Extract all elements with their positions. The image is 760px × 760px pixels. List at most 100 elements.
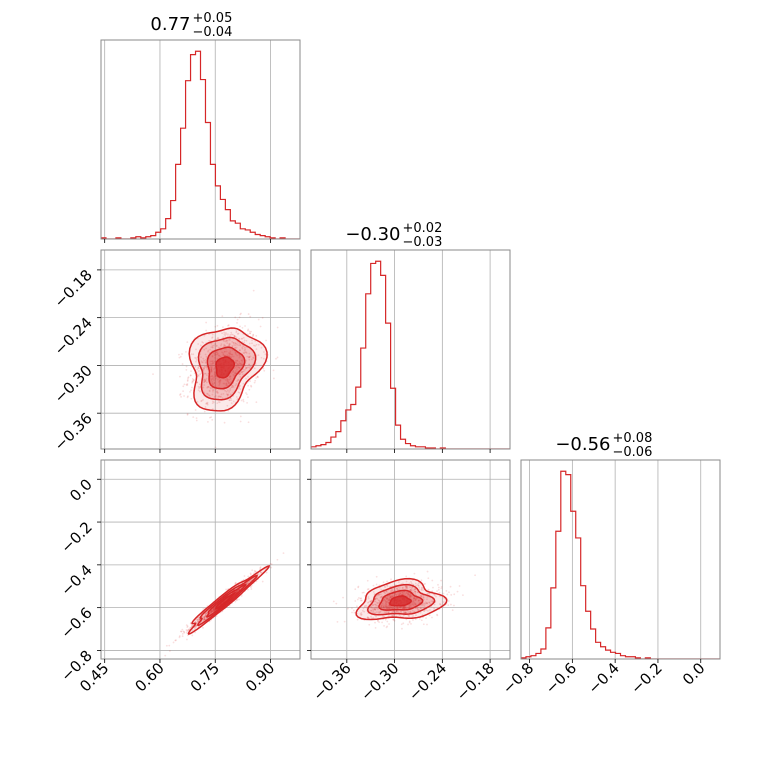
- scatter-point: [229, 393, 232, 396]
- scatter-point: [374, 626, 377, 629]
- scatter-point: [383, 585, 386, 588]
- scatter-point: [197, 366, 200, 369]
- scatter-point: [223, 382, 226, 385]
- scatter-point: [212, 608, 215, 610]
- scatter-point: [180, 395, 182, 398]
- scatter-point: [245, 339, 248, 342]
- y-tick-label: −0.4: [57, 561, 95, 599]
- scatter-point: [418, 599, 420, 602]
- scatter-point: [230, 333, 233, 336]
- scatter-point: [183, 395, 185, 397]
- scatter-point: [213, 608, 216, 610]
- scatter-point: [352, 609, 355, 612]
- scatter-point: [382, 599, 385, 602]
- contour-level-3: [389, 595, 412, 607]
- scatter-point: [275, 357, 277, 360]
- scatter-point: [428, 609, 431, 611]
- scatter-point: [420, 579, 423, 582]
- scatter-point: [204, 372, 207, 375]
- scatter-point: [152, 373, 154, 376]
- scatter-point: [413, 572, 416, 575]
- scatter-point: [210, 369, 213, 372]
- scatter-point: [204, 366, 206, 368]
- scatter-point: [389, 595, 392, 598]
- scatter-point: [213, 352, 215, 355]
- scatter-point: [386, 600, 389, 602]
- scatter-point: [222, 352, 224, 354]
- scatter-point: [234, 366, 237, 368]
- scatter-point: [220, 393, 223, 396]
- scatter-point: [248, 388, 251, 391]
- scatter-point: [239, 362, 242, 365]
- scatter-point: [201, 361, 203, 364]
- scatter-point: [211, 377, 214, 380]
- scatter-point: [240, 594, 243, 597]
- x-tick-label: −0.8: [499, 659, 537, 697]
- scatter-point: [385, 590, 388, 593]
- scatter-point: [231, 355, 233, 358]
- scatter-point: [422, 623, 425, 626]
- scatter-point: [398, 585, 401, 588]
- scatter-point: [213, 374, 216, 376]
- joint-panel-1-2: −0.36 −0.30 −0.24 −0.18: [307, 459, 511, 704]
- scatter-point: [243, 349, 246, 352]
- panel-frame: [100, 39, 301, 240]
- scatter-point: [262, 357, 265, 360]
- scatter-point: [202, 366, 205, 369]
- scatter-point: [227, 324, 230, 327]
- y-tick-label: −0.36: [51, 409, 96, 454]
- scatter-point: [226, 404, 229, 407]
- scatter-point: [203, 380, 205, 383]
- scatter-point: [381, 621, 383, 624]
- scatter-point: [196, 618, 199, 621]
- scatter-point: [227, 352, 230, 354]
- scatter-point: [206, 392, 208, 395]
- scatter-point: [384, 605, 387, 608]
- scatter-point: [215, 390, 218, 393]
- scatter-point: [402, 606, 405, 608]
- scatter-point: [239, 344, 242, 347]
- scatter-point: [179, 375, 181, 378]
- scatter-point: [436, 613, 438, 616]
- scatter-point: [225, 382, 228, 385]
- panel-frame: [100, 249, 301, 450]
- x-tick-label: −0.18: [453, 659, 498, 704]
- scatter-point: [194, 356, 196, 359]
- scatter-point: [255, 334, 258, 337]
- scatter-point: [417, 599, 420, 602]
- scatter-point: [222, 382, 225, 385]
- scatter-point: [218, 382, 221, 385]
- scatter-point: [385, 626, 388, 629]
- scatter-point: [380, 606, 383, 608]
- scatter-point: [211, 382, 213, 385]
- scatter-point: [197, 620, 200, 623]
- scatter-point: [229, 351, 232, 354]
- scatter-point: [254, 379, 257, 382]
- scatter-point: [408, 605, 410, 608]
- scatter-point: [203, 359, 205, 362]
- scatter-point: [196, 618, 199, 621]
- scatter-point: [213, 395, 216, 398]
- scatter-point: [210, 365, 213, 368]
- scatter-point: [377, 601, 380, 604]
- scatter-point: [194, 365, 197, 368]
- scatter-point: [187, 376, 190, 379]
- scatter-point: [229, 350, 232, 353]
- scatter-point: [224, 389, 227, 392]
- scatter-point: [367, 596, 370, 598]
- scatter-point: [408, 593, 411, 596]
- scatter-point: [208, 389, 211, 392]
- scatter-point: [426, 602, 428, 605]
- scatter-point: [406, 591, 409, 594]
- panel-frame: [310, 459, 511, 660]
- scatter-point: [260, 356, 263, 359]
- scatter-point: [229, 334, 232, 336]
- scatter-point: [241, 346, 244, 349]
- scatter-point: [239, 349, 241, 352]
- scatter-point: [413, 597, 415, 600]
- scatter-point: [408, 604, 411, 607]
- scatter-point: [204, 406, 207, 408]
- scatter-point: [202, 618, 205, 621]
- scatter-point: [395, 609, 398, 612]
- scatter-point: [242, 382, 245, 385]
